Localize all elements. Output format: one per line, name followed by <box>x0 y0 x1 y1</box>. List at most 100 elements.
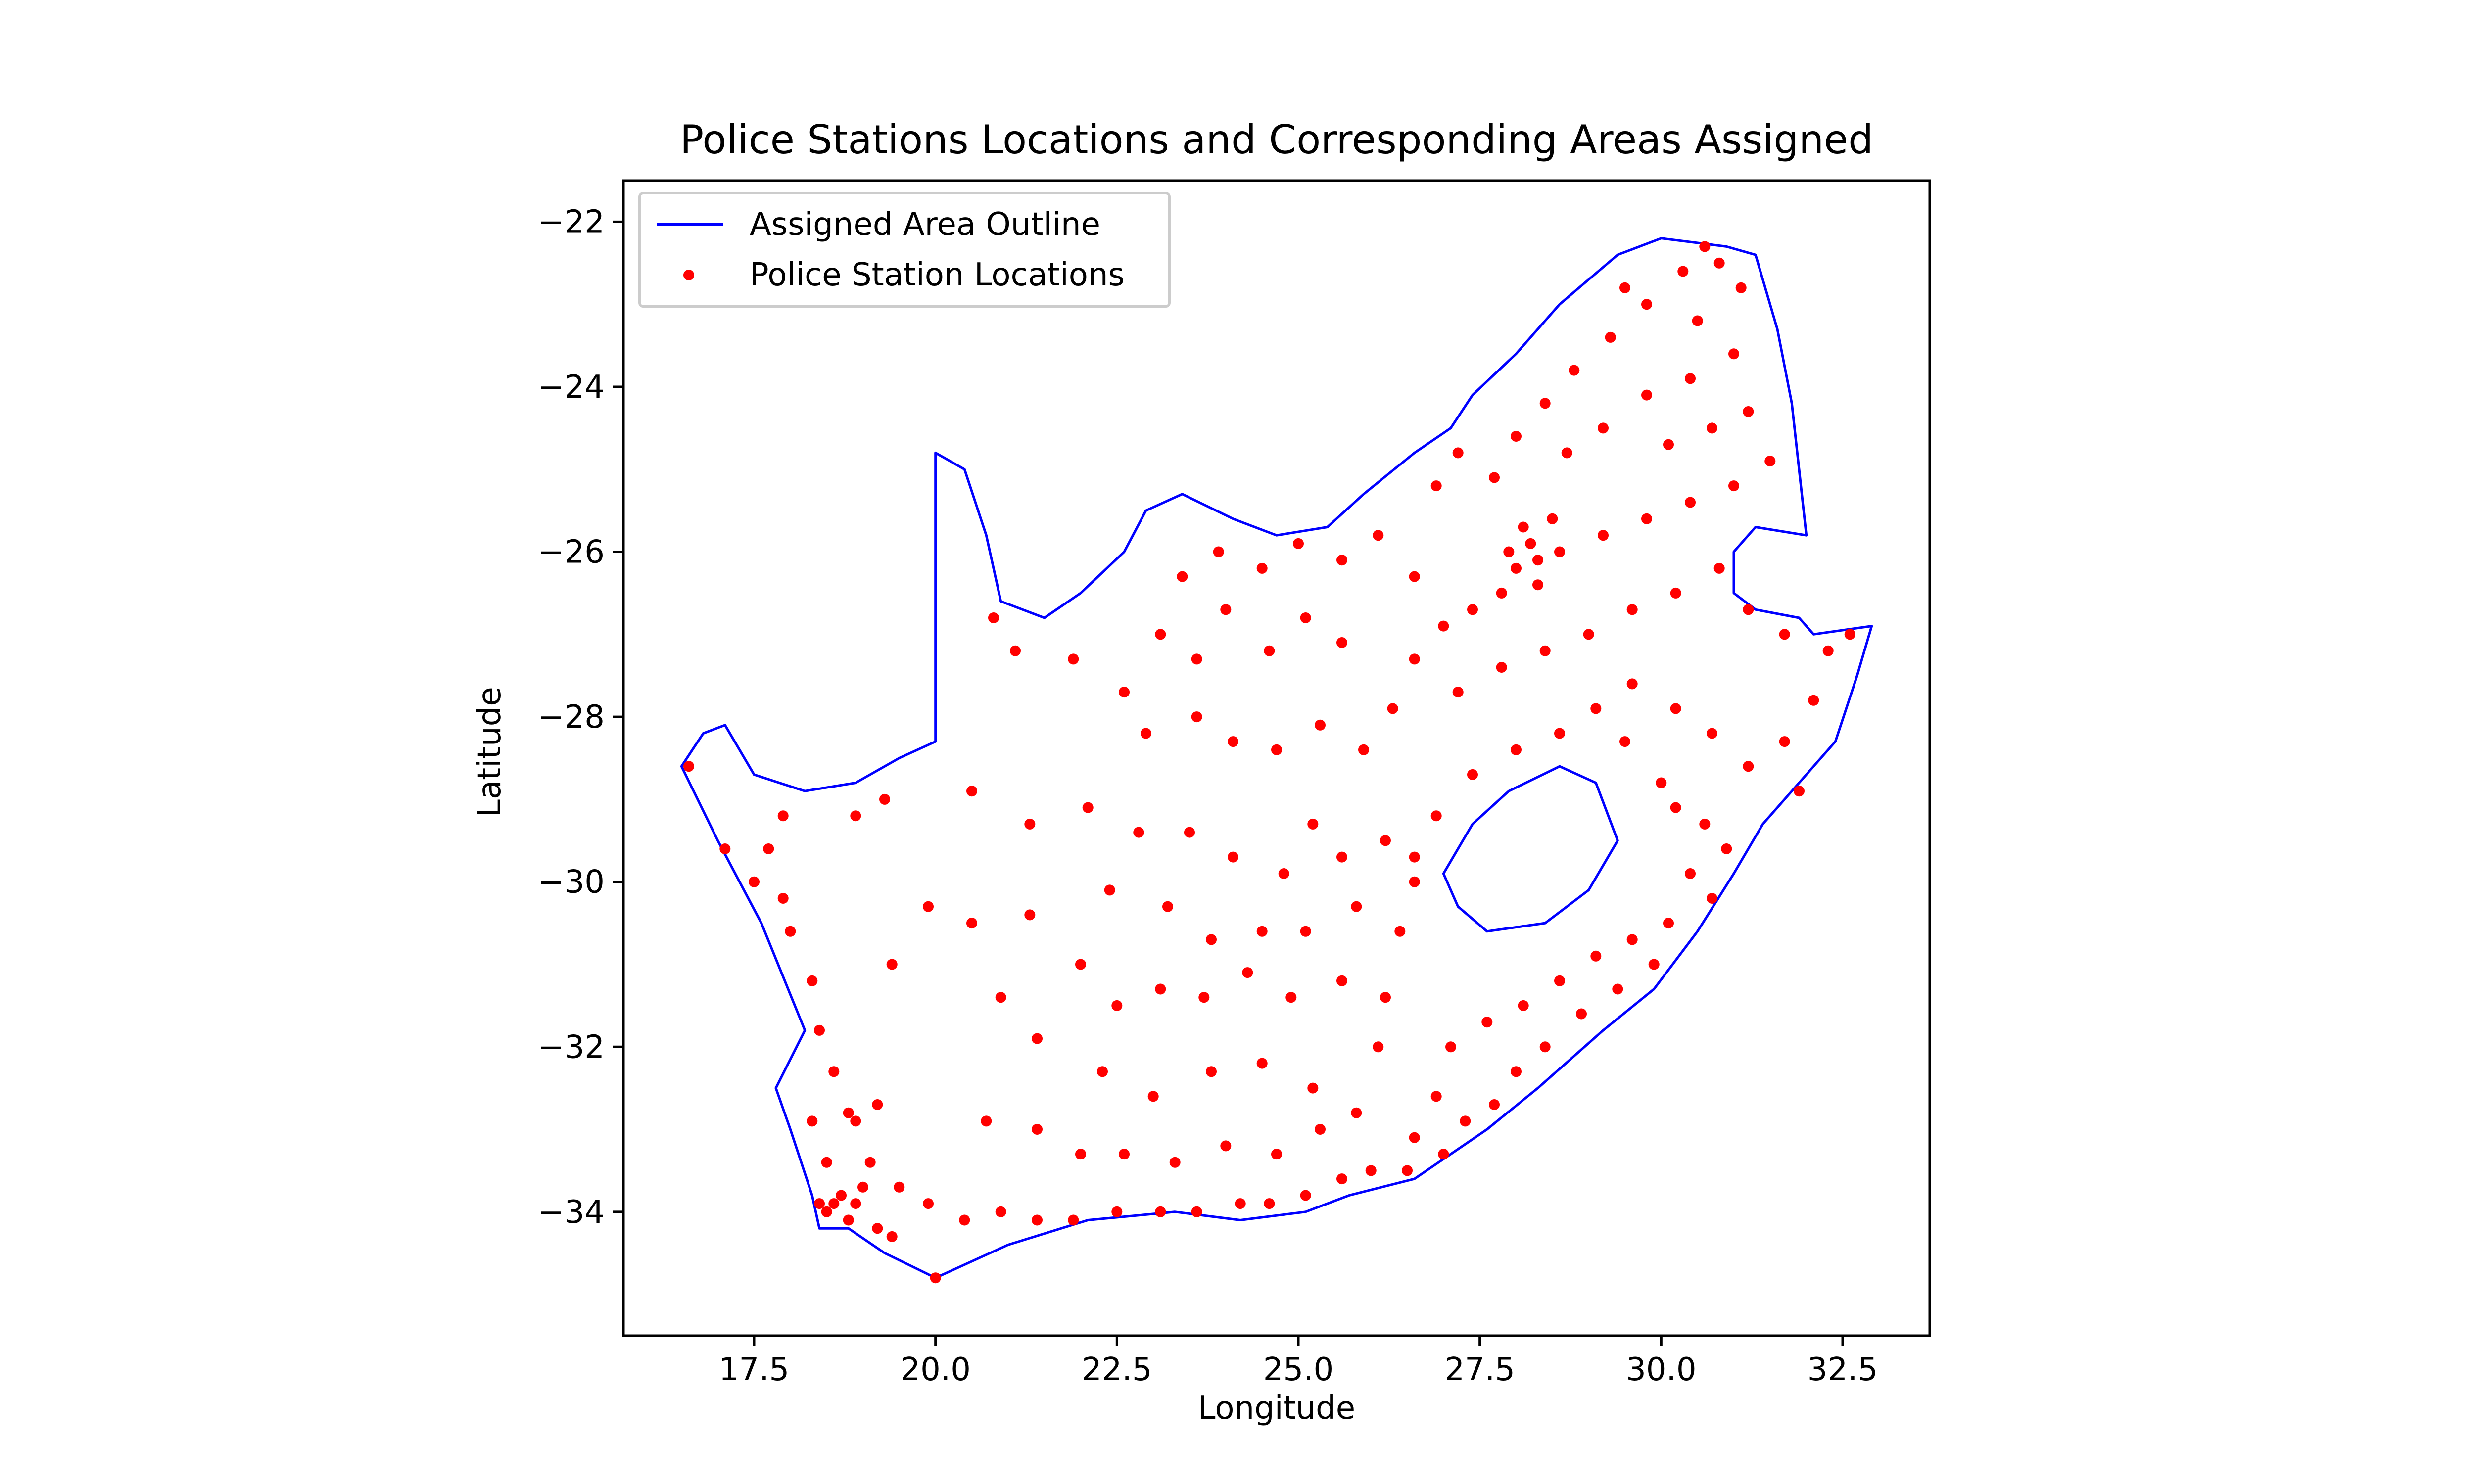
police-station-point <box>777 893 789 904</box>
police-station-point <box>1707 422 1717 434</box>
police-station-point <box>1336 555 1347 566</box>
police-station-point <box>1264 1198 1275 1209</box>
police-station-point <box>1554 546 1565 557</box>
police-station-point <box>1794 786 1805 797</box>
police-station-point <box>1511 562 1522 574</box>
police-station-point <box>1685 497 1696 508</box>
police-station-point <box>1670 703 1681 714</box>
police-station-point <box>1336 637 1347 648</box>
police-station-point <box>1351 1107 1362 1118</box>
police-station-layer <box>683 241 1856 1284</box>
police-station-point <box>1467 604 1478 615</box>
police-station-point <box>1713 257 1725 269</box>
police-station-point <box>1228 851 1238 863</box>
police-station-point <box>1300 1190 1311 1201</box>
legend-line-swatch <box>657 223 723 226</box>
police-station-point <box>1670 587 1681 599</box>
police-station-point <box>1351 901 1362 912</box>
police-station-point <box>1111 1206 1123 1217</box>
police-station-point <box>1111 1000 1123 1011</box>
police-station-point <box>1155 983 1166 995</box>
police-station-point <box>1511 431 1522 442</box>
police-station-point <box>1779 736 1790 747</box>
police-station-point <box>807 1115 818 1127</box>
police-station-point <box>1605 331 1616 343</box>
police-station-point <box>1844 629 1856 640</box>
police-station-point <box>1808 695 1819 706</box>
police-station-point <box>1191 1206 1202 1217</box>
x-tick-label: 30.0 <box>1626 1351 1697 1388</box>
police-station-point <box>1206 1066 1217 1077</box>
police-station-point <box>1177 571 1188 582</box>
police-station-point <box>1626 604 1638 615</box>
police-station-point <box>1467 769 1478 780</box>
police-station-point <box>1539 1041 1551 1053</box>
police-station-point <box>1191 711 1202 723</box>
police-station-point <box>995 992 1006 1003</box>
police-station-point <box>1075 959 1086 970</box>
police-station-point <box>1583 629 1594 640</box>
police-station-point <box>1032 1124 1043 1135</box>
x-tick-label: 25.0 <box>1263 1351 1334 1388</box>
police-station-point <box>1300 926 1311 937</box>
police-station-point <box>1155 629 1166 640</box>
police-station-point <box>1394 926 1406 937</box>
police-station-point <box>1430 1091 1442 1102</box>
police-station-point <box>719 843 731 854</box>
police-station-point <box>959 1214 970 1226</box>
police-station-point <box>1612 983 1623 995</box>
police-station-point <box>1496 662 1507 673</box>
police-station-point <box>1024 818 1036 830</box>
police-station-point <box>872 1223 883 1234</box>
chart-title: Police Stations Locations and Correspond… <box>679 117 1874 163</box>
police-station-point <box>1685 868 1696 879</box>
police-station-point <box>864 1157 876 1168</box>
police-station-point <box>1554 975 1565 986</box>
police-station-point <box>1278 868 1289 879</box>
police-station-point <box>1481 1017 1493 1028</box>
police-station-point <box>1336 1173 1347 1185</box>
police-station-point <box>1380 835 1391 846</box>
police-station-point <box>923 901 934 912</box>
police-station-point <box>850 1198 861 1209</box>
police-station-point <box>836 1190 847 1201</box>
police-station-point <box>1271 744 1282 755</box>
x-axis-ticks: 17.5 20.0 22.5 25.0 27.5 30.0 32.5 <box>719 1336 1878 1388</box>
police-station-point <box>828 1198 840 1209</box>
police-station-point <box>763 843 774 854</box>
police-station-point <box>828 1066 840 1077</box>
police-station-point <box>872 1099 883 1110</box>
police-station-point <box>1293 538 1304 549</box>
police-station-point <box>1430 810 1442 822</box>
x-tick-label: 27.5 <box>1444 1351 1515 1388</box>
police-station-point <box>1489 1099 1500 1110</box>
police-station-point <box>966 786 977 797</box>
police-station-point <box>814 1198 825 1209</box>
police-station-point <box>1315 1124 1326 1135</box>
police-station-point <box>1402 1165 1413 1176</box>
police-station-point <box>1641 513 1652 524</box>
police-station-point <box>923 1198 934 1209</box>
police-station-point <box>1206 934 1217 945</box>
police-station-point <box>1409 571 1420 582</box>
police-station-point <box>1728 348 1739 360</box>
police-station-point <box>1511 744 1522 755</box>
police-station-point <box>1626 934 1638 945</box>
police-station-point <box>850 1115 861 1127</box>
assigned-area-outline <box>680 237 1873 1279</box>
police-station-point <box>785 926 796 937</box>
police-station-point <box>1409 851 1420 863</box>
y-tick-label: −32 <box>538 1029 605 1066</box>
police-station-point <box>1743 604 1754 615</box>
police-station-point <box>1184 827 1195 838</box>
police-station-point <box>1670 802 1681 813</box>
police-station-point <box>1155 1206 1166 1217</box>
y-axis-label: Latitude <box>472 687 508 817</box>
police-station-point <box>1387 703 1398 714</box>
police-station-point <box>1264 645 1275 656</box>
police-station-point <box>1242 967 1253 978</box>
police-station-point <box>1518 1000 1529 1011</box>
police-station-point <box>1315 719 1326 731</box>
x-tick-label: 32.5 <box>1808 1351 1878 1388</box>
